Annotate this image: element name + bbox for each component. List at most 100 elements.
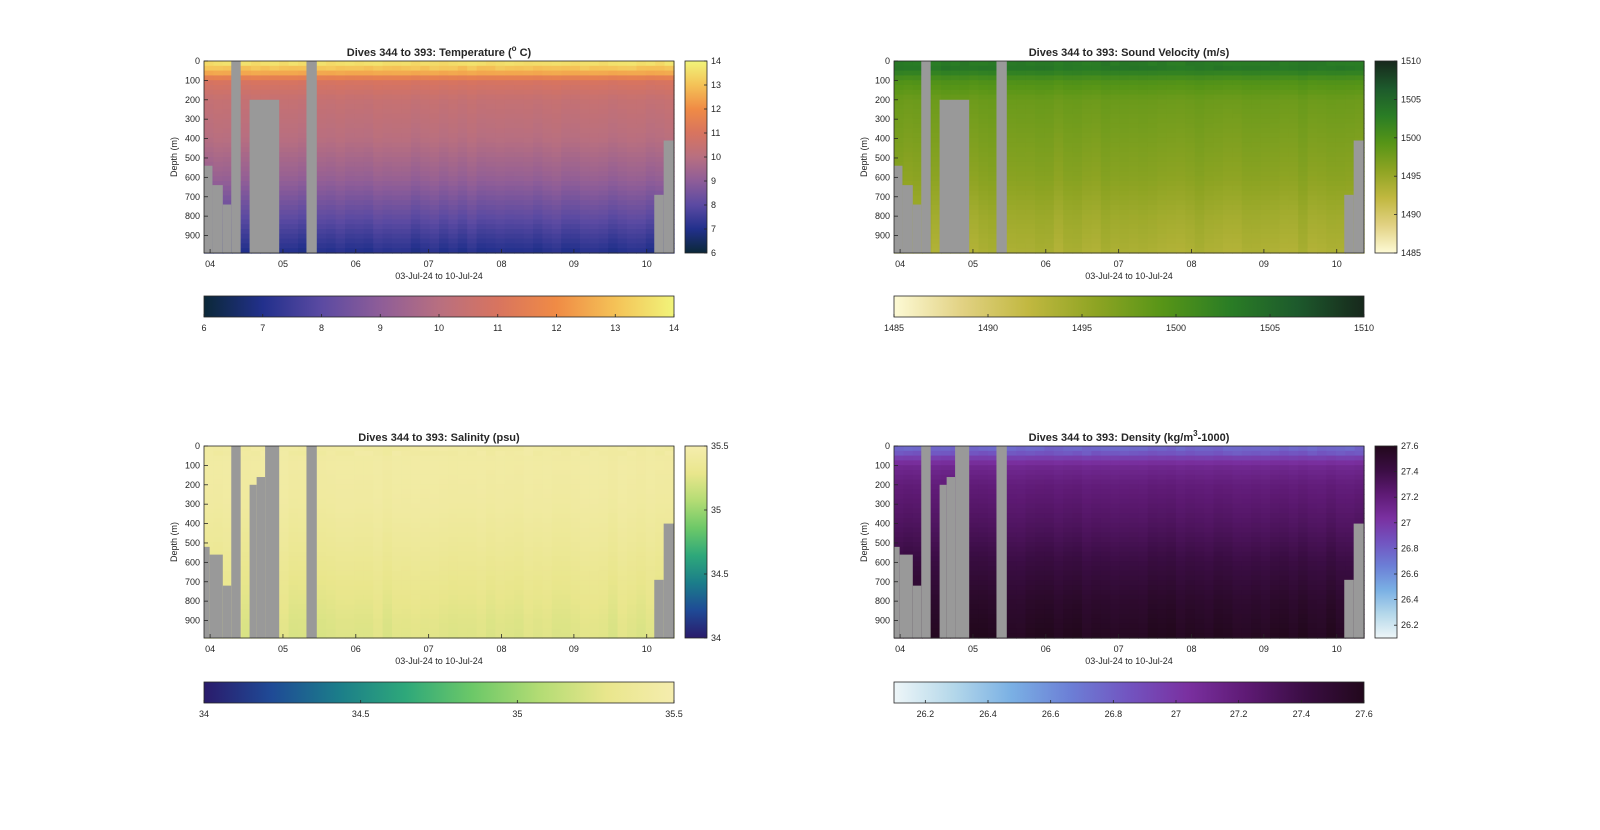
heatmap-cell [345, 147, 355, 153]
colorbar-tick-label: 1490 [978, 323, 998, 333]
heatmap-cell [1270, 152, 1280, 158]
heatmap-cell [551, 123, 562, 129]
heatmap-cell [345, 238, 355, 244]
heatmap-cell [1232, 200, 1243, 206]
heatmap-cell [1194, 185, 1205, 192]
heatmap-cell [213, 123, 224, 129]
heatmap-cell [580, 209, 590, 216]
heatmap-cell [476, 137, 487, 144]
heatmap-cell [1270, 205, 1280, 211]
heatmap-cell [1260, 243, 1271, 249]
heatmap-cell [326, 561, 337, 567]
heatmap-cell [326, 166, 337, 172]
heatmap-cell [326, 224, 337, 230]
heatmap-cell [1157, 80, 1168, 86]
heatmap-cell [401, 118, 412, 124]
heatmap-cell [392, 585, 402, 591]
heatmap-cell [1044, 133, 1055, 139]
heatmap-cell [354, 152, 365, 158]
heatmap-cell [241, 142, 252, 148]
heatmap-cell [241, 628, 252, 634]
heatmap-cell [580, 229, 590, 235]
heatmap-cell [589, 195, 600, 201]
heatmap-cell [373, 248, 384, 254]
heatmap-cell [598, 185, 609, 192]
heatmap-cell [1260, 200, 1271, 206]
heatmap-cell [1345, 75, 1356, 81]
heatmap-cell [1326, 166, 1337, 172]
heatmap-cell [495, 219, 506, 225]
heatmap-cell [580, 61, 590, 67]
heatmap-cell [401, 94, 412, 100]
heatmap-cell [222, 171, 233, 177]
heatmap-cell [1016, 109, 1027, 115]
heatmap-cell [1279, 75, 1290, 81]
heatmap-cell [1241, 229, 1252, 235]
heatmap-cell [345, 494, 355, 500]
heatmap-cell [448, 104, 459, 110]
heatmap-cell [988, 133, 998, 139]
heatmap-cell [1138, 157, 1149, 163]
heatmap-cell [1119, 209, 1130, 216]
heatmap-cell [523, 233, 534, 240]
heatmap-cell [1100, 190, 1111, 196]
heatmap-cell [1326, 176, 1337, 182]
heatmap-cell [903, 152, 914, 158]
heatmap-cell [241, 460, 252, 466]
heatmap-cell [326, 195, 337, 201]
heatmap-cell [1204, 166, 1215, 172]
heatmap-cell [373, 243, 384, 249]
heatmap-cell [204, 465, 214, 471]
heatmap-cell [1223, 133, 1233, 139]
heatmap-cell [978, 113, 989, 120]
heatmap-cell [598, 157, 609, 163]
heatmap-cell [495, 157, 506, 163]
heatmap-cell [354, 594, 365, 601]
heatmap-cell [1016, 190, 1027, 196]
heatmap-cell [1345, 152, 1356, 158]
heatmap-cell [1166, 147, 1177, 153]
heatmap-cell [326, 585, 337, 591]
heatmap-cell [1194, 133, 1205, 139]
heatmap-cell [1279, 133, 1290, 139]
heatmap-cell [251, 455, 261, 461]
heatmap-cell [288, 628, 299, 634]
heatmap-cell [288, 542, 299, 548]
heatmap-cell [1016, 200, 1027, 206]
heatmap-cell [1082, 166, 1092, 172]
heatmap-cell [608, 157, 619, 163]
heatmap-cell [326, 551, 337, 557]
heatmap-cell [636, 161, 647, 168]
heatmap-cell [1260, 118, 1271, 124]
heatmap-cell [363, 238, 374, 244]
heatmap-cell [345, 484, 355, 490]
heatmap-cell [1016, 133, 1027, 139]
heatmap-cell [542, 89, 553, 96]
heatmap-cell [523, 166, 534, 172]
heatmap-cell [533, 243, 543, 249]
heatmap-cell [439, 65, 449, 72]
heatmap-cell [1063, 214, 1074, 220]
heatmap-cell [476, 219, 487, 225]
heatmap-cell [335, 200, 346, 206]
heatmap-cell [373, 522, 384, 529]
heatmap-cell [636, 113, 647, 120]
heatmap-cell [363, 195, 374, 201]
heatmap-cell [345, 80, 355, 86]
heatmap-cell [1147, 109, 1158, 115]
heatmap-cell [504, 137, 515, 144]
heatmap-cell [222, 94, 233, 100]
heatmap-cell [542, 195, 553, 201]
heatmap-cell [580, 181, 590, 187]
heatmap-cell [345, 570, 355, 577]
heatmap-cell [514, 233, 525, 240]
colorbar-tick-label: 13 [711, 80, 721, 90]
heatmap-cell [1072, 171, 1083, 177]
heatmap-cell [1063, 200, 1074, 206]
heatmap-cell [589, 224, 600, 230]
heatmap-cell [363, 494, 374, 500]
heatmap-cell [608, 238, 619, 244]
heatmap-cell [279, 460, 290, 466]
heatmap-cell [363, 185, 374, 192]
heatmap-cell [1053, 185, 1064, 192]
